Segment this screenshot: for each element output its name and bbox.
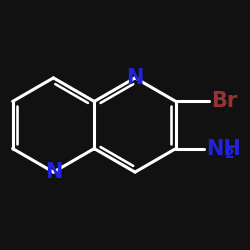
Text: NH: NH — [206, 138, 241, 158]
Text: N: N — [126, 68, 144, 88]
Text: 2: 2 — [224, 147, 234, 161]
Text: N: N — [45, 162, 62, 182]
Text: Br: Br — [211, 92, 238, 112]
